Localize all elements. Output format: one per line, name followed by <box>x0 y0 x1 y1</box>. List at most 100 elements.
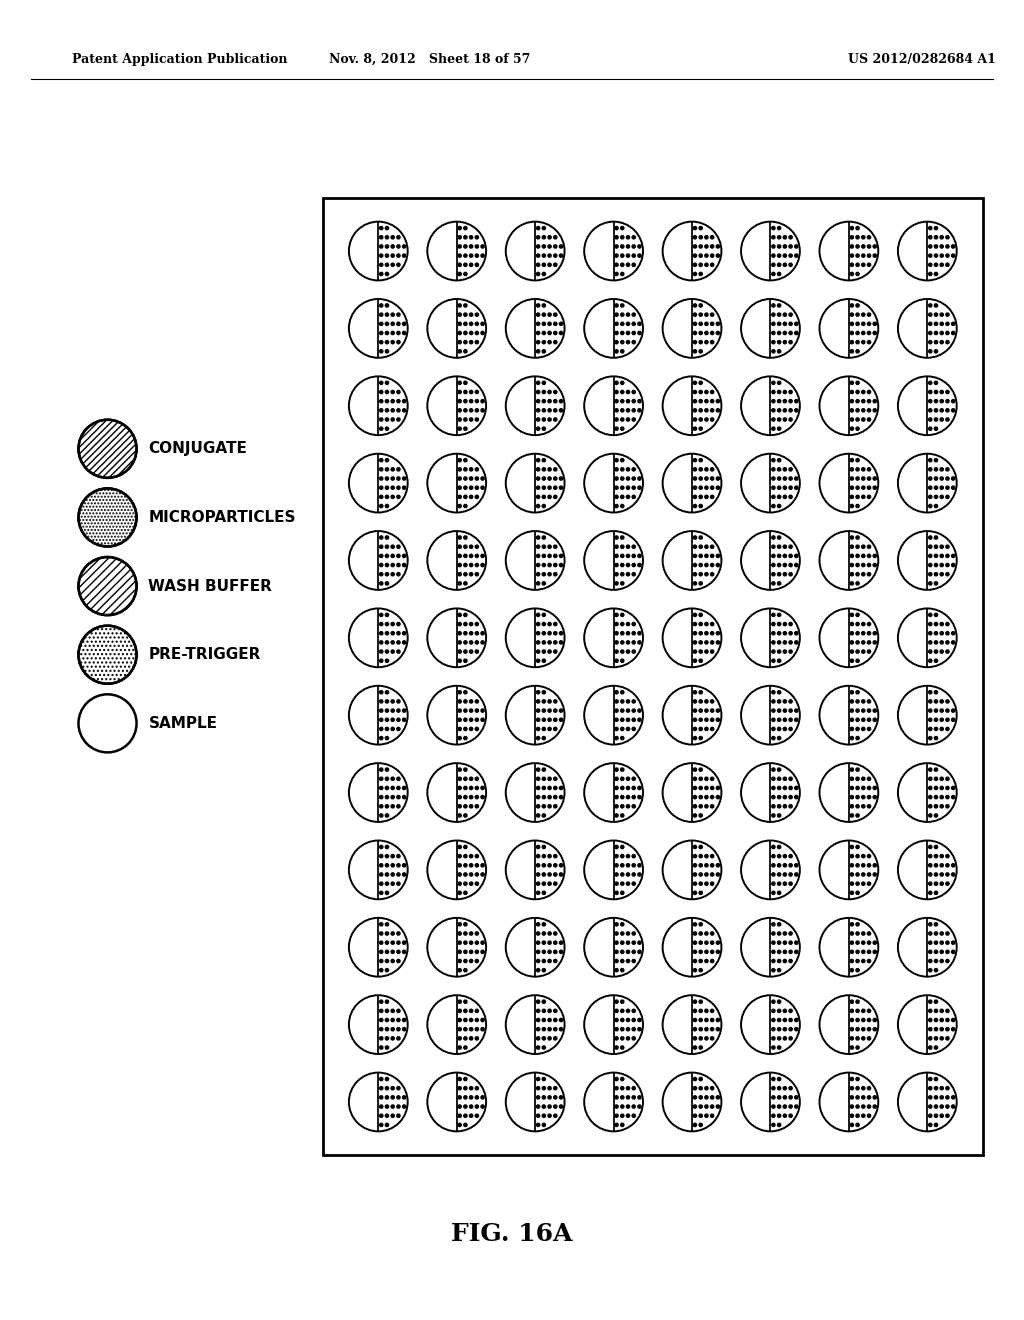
Circle shape <box>783 623 786 626</box>
Circle shape <box>638 477 641 480</box>
Circle shape <box>614 969 618 972</box>
Circle shape <box>693 882 696 886</box>
Circle shape <box>402 950 406 953</box>
Circle shape <box>940 486 943 490</box>
Circle shape <box>385 428 388 430</box>
Circle shape <box>380 400 383 403</box>
Circle shape <box>402 400 406 403</box>
Circle shape <box>693 787 696 789</box>
Circle shape <box>548 863 551 867</box>
Circle shape <box>391 727 394 730</box>
Circle shape <box>951 1105 954 1109</box>
Circle shape <box>475 882 478 886</box>
Circle shape <box>481 486 484 490</box>
Circle shape <box>458 727 461 730</box>
Circle shape <box>470 322 473 326</box>
Circle shape <box>632 253 635 257</box>
Circle shape <box>627 486 630 490</box>
Circle shape <box>934 350 938 352</box>
Circle shape <box>772 863 775 867</box>
Circle shape <box>788 545 793 548</box>
Circle shape <box>458 932 461 935</box>
Circle shape <box>638 486 641 490</box>
Circle shape <box>946 495 949 499</box>
Circle shape <box>548 495 551 499</box>
Circle shape <box>458 1105 461 1109</box>
Circle shape <box>542 863 546 867</box>
Circle shape <box>705 854 708 858</box>
Circle shape <box>380 263 383 267</box>
Circle shape <box>584 609 643 667</box>
Circle shape <box>705 341 708 343</box>
Circle shape <box>772 737 775 739</box>
Circle shape <box>559 950 562 953</box>
Circle shape <box>481 796 484 799</box>
Circle shape <box>777 923 780 925</box>
Circle shape <box>716 640 720 644</box>
Circle shape <box>537 350 540 352</box>
Circle shape <box>542 1036 546 1040</box>
Circle shape <box>850 504 853 508</box>
Circle shape <box>380 381 383 384</box>
Circle shape <box>458 923 461 925</box>
Circle shape <box>867 941 870 944</box>
Circle shape <box>632 960 635 962</box>
Circle shape <box>542 486 546 490</box>
Circle shape <box>929 272 932 276</box>
Circle shape <box>699 891 702 895</box>
Circle shape <box>458 873 461 876</box>
Circle shape <box>873 863 877 867</box>
Circle shape <box>548 236 551 239</box>
Circle shape <box>711 1036 714 1040</box>
Circle shape <box>934 787 938 789</box>
Circle shape <box>385 709 388 713</box>
Circle shape <box>464 495 467 499</box>
Circle shape <box>850 350 853 352</box>
Circle shape <box>464 640 467 644</box>
Circle shape <box>777 1001 780 1003</box>
Circle shape <box>788 863 793 867</box>
Circle shape <box>470 777 473 780</box>
Circle shape <box>929 1096 932 1100</box>
Circle shape <box>470 1086 473 1090</box>
Circle shape <box>856 796 859 799</box>
Circle shape <box>614 623 618 626</box>
Circle shape <box>79 626 136 684</box>
Circle shape <box>458 787 461 789</box>
Circle shape <box>506 917 564 977</box>
Circle shape <box>385 564 388 566</box>
Circle shape <box>554 244 557 248</box>
Circle shape <box>397 554 400 557</box>
Circle shape <box>402 1096 406 1100</box>
Text: PRE-TRIGGER: PRE-TRIGGER <box>148 647 261 663</box>
Circle shape <box>699 659 702 663</box>
Circle shape <box>772 649 775 653</box>
Circle shape <box>693 1045 696 1049</box>
Circle shape <box>951 631 954 635</box>
Circle shape <box>391 863 394 867</box>
Circle shape <box>614 582 618 585</box>
Circle shape <box>693 737 696 739</box>
Circle shape <box>385 787 388 789</box>
Circle shape <box>777 777 780 780</box>
Circle shape <box>663 300 722 358</box>
Circle shape <box>397 932 400 935</box>
Circle shape <box>711 477 714 480</box>
Circle shape <box>385 845 388 849</box>
Circle shape <box>548 391 551 393</box>
Circle shape <box>693 727 696 730</box>
Circle shape <box>772 564 775 566</box>
Circle shape <box>741 686 800 744</box>
Circle shape <box>397 950 400 953</box>
Circle shape <box>554 263 557 267</box>
Circle shape <box>783 313 786 317</box>
Circle shape <box>458 969 461 972</box>
Circle shape <box>458 649 461 653</box>
Circle shape <box>632 649 635 653</box>
Circle shape <box>621 845 624 849</box>
Circle shape <box>458 1114 461 1117</box>
Circle shape <box>380 272 383 276</box>
Circle shape <box>537 227 540 230</box>
Circle shape <box>777 1027 780 1031</box>
Circle shape <box>621 236 624 239</box>
